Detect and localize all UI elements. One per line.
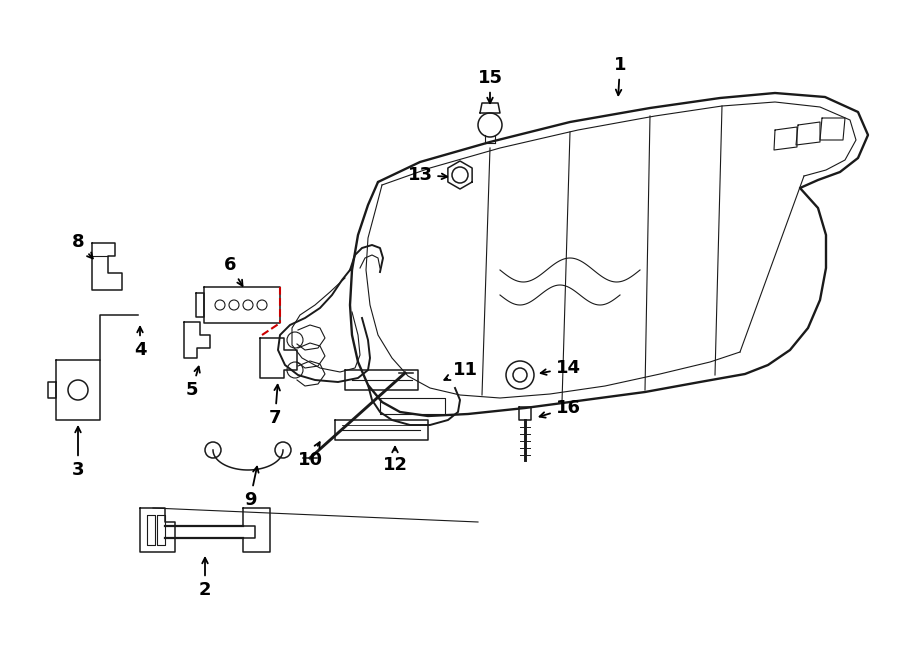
Text: 8: 8 [72, 233, 93, 258]
Text: 9: 9 [244, 467, 258, 509]
Text: 11: 11 [445, 361, 478, 380]
Text: 3: 3 [72, 427, 85, 479]
Text: 16: 16 [540, 399, 580, 418]
Text: 12: 12 [382, 447, 408, 474]
Text: 14: 14 [541, 359, 580, 377]
Text: 7: 7 [269, 385, 281, 427]
Text: 5: 5 [185, 367, 200, 399]
Text: 4: 4 [134, 327, 146, 359]
Text: 6: 6 [224, 256, 242, 286]
Text: 13: 13 [408, 166, 447, 184]
Text: 10: 10 [298, 442, 322, 469]
Text: 15: 15 [478, 69, 502, 103]
Text: 2: 2 [199, 558, 212, 599]
Text: 1: 1 [614, 56, 626, 95]
